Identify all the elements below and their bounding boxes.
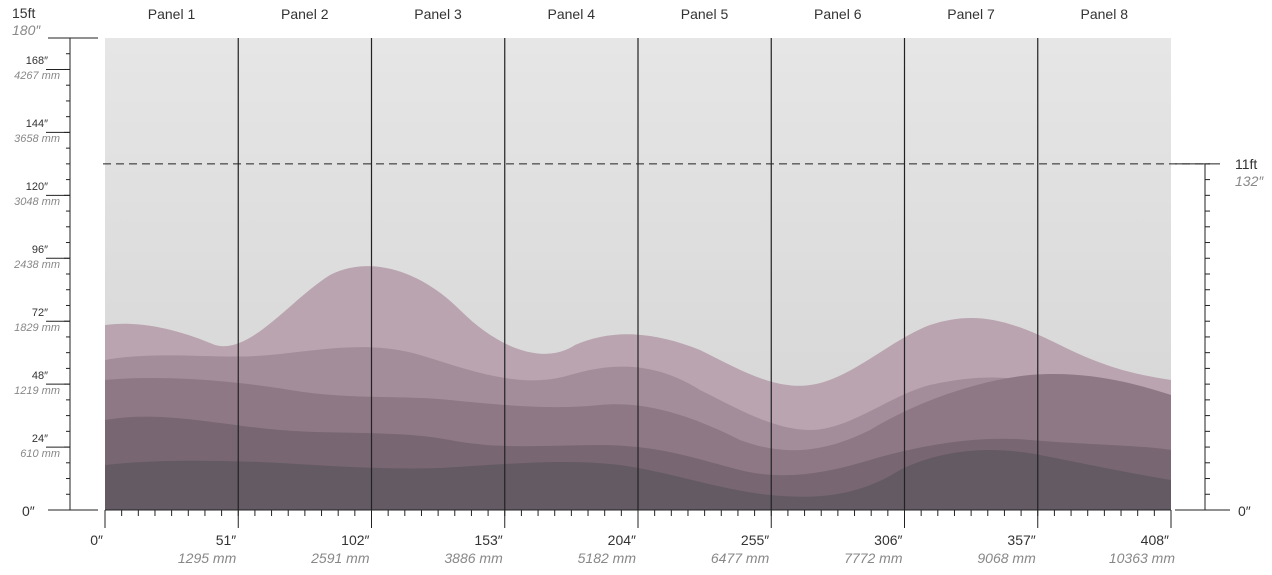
left-inch-label: 168″: [25, 55, 48, 68]
left-mm-label: 4267 mm: [14, 70, 60, 83]
panel-label-4: Panel 4: [547, 6, 595, 22]
bottom-mm-label: 7772 mm: [844, 550, 903, 566]
bottom-mm-label: 1295 mm: [177, 550, 237, 566]
right-bottom-label: 0″: [1238, 503, 1251, 519]
panel-label-2: Panel 2: [281, 6, 329, 22]
panel-label-8: Panel 8: [1080, 6, 1128, 22]
panel-label-3: Panel 3: [414, 6, 462, 22]
bottom-mm-label: 9068 mm: [977, 550, 1036, 566]
left-mm-label: 3658 mm: [14, 133, 60, 146]
left-inch-label: 96″: [31, 244, 48, 257]
bottom-inch-label: 357″: [1007, 532, 1036, 548]
right-top-ft-label: 11ft: [1235, 156, 1258, 172]
left-top-ft-label: 15ft: [12, 5, 36, 21]
left-mm-label: 610 mm: [20, 448, 60, 461]
left-mm-label: 3048 mm: [14, 196, 60, 209]
bottom-inch-label: 51″: [215, 532, 237, 548]
bottom-inch-label: 408″: [1140, 532, 1169, 548]
panel-seams: [103, 38, 1210, 510]
left-mm-label: 1219 mm: [14, 385, 60, 398]
bottom-mm-label: 6477 mm: [710, 550, 770, 566]
bottom-inch-label: 102″: [341, 532, 370, 548]
left-mm-label: 2438 mm: [14, 259, 60, 272]
left-top-in-label: 180″: [12, 22, 41, 38]
panel-label-6: Panel 6: [814, 6, 862, 22]
panel-label-1: Panel 1: [147, 6, 196, 22]
bottom-mm-label: 10363 mm: [1108, 550, 1175, 566]
bottom-inch-label: 306″: [874, 532, 903, 548]
bottom-inch-label: 153″: [474, 532, 503, 548]
panel-label-5: Panel 5: [680, 6, 729, 22]
left-inch-label: 48″: [31, 370, 48, 383]
panel-label-7: Panel 7: [947, 6, 995, 22]
bottom-mm-label: 2591 mm: [311, 550, 370, 566]
left-inch-label: 72″: [31, 307, 48, 320]
bottom-mm-label: 5182 mm: [577, 550, 636, 566]
left-inch-label: 144″: [25, 118, 48, 131]
scale-ticks: [46, 37, 1230, 528]
left-inch-label: 120″: [25, 181, 48, 194]
bottom-mm-label: 3886 mm: [444, 550, 503, 566]
bottom-inch-label: 204″: [607, 532, 636, 548]
bottom-inch-label: 255″: [740, 532, 770, 548]
left-bottom-label: 0″: [22, 503, 35, 519]
right-top-in-label: 132″: [1235, 173, 1264, 189]
left-inch-label: 24″: [31, 433, 48, 446]
bottom-inch-label: 0″: [90, 532, 103, 548]
left-mm-label: 1829 mm: [14, 322, 60, 335]
